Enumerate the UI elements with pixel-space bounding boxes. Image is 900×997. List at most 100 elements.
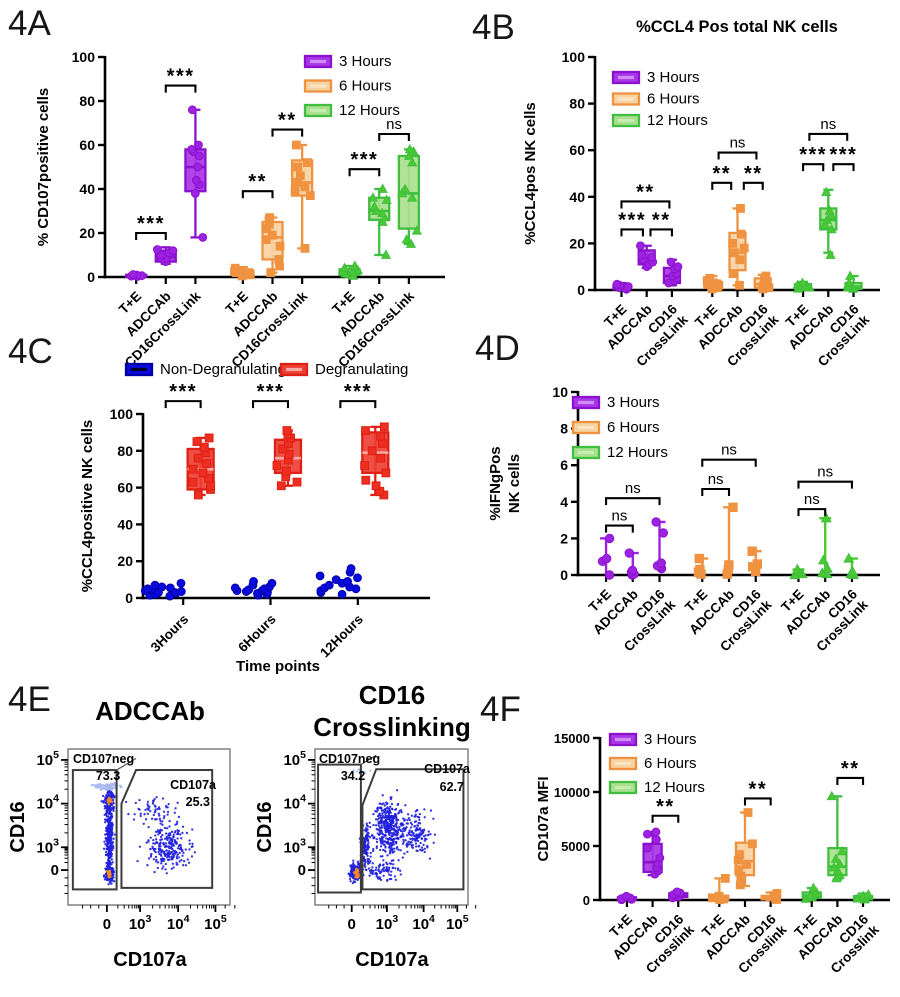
scatter-dot xyxy=(111,849,114,852)
scatter-dot xyxy=(394,814,397,817)
y-tick-label: 80 xyxy=(569,96,585,112)
scatter-dot xyxy=(147,825,150,829)
box-group xyxy=(842,270,863,293)
data-point xyxy=(361,426,370,435)
scatter-dot xyxy=(168,825,171,828)
scatter-dot xyxy=(352,859,355,862)
scatter-dot xyxy=(157,833,160,836)
scatter-dot xyxy=(104,802,108,805)
data-point xyxy=(694,553,704,564)
scatter-dot xyxy=(379,806,383,809)
scatter-dot xyxy=(108,813,111,816)
scatter-dot xyxy=(161,850,165,853)
box-group xyxy=(819,186,838,259)
box-group xyxy=(707,874,730,905)
y-tick-label: 0 xyxy=(583,893,590,908)
scatter-dot xyxy=(372,849,375,853)
data-point xyxy=(407,192,418,202)
scatter-dot xyxy=(380,817,383,820)
y-tick-label: 0 xyxy=(560,567,568,583)
scatter-dot xyxy=(153,804,157,807)
significance-label: ** xyxy=(656,796,675,818)
scatter-dot xyxy=(390,859,393,862)
scatter-dot xyxy=(349,880,352,883)
data-point xyxy=(819,219,831,229)
scatter-dot xyxy=(382,811,386,814)
scatter-dot xyxy=(418,848,422,851)
data-point xyxy=(643,829,652,839)
scatter-dot xyxy=(176,847,180,850)
data-point xyxy=(656,558,666,568)
legend-label: Non-Degranulating xyxy=(160,361,286,378)
scatter-dot xyxy=(106,846,110,849)
scatter-dot xyxy=(108,869,111,873)
significance-label: ns xyxy=(708,471,724,488)
scatter-dot xyxy=(377,876,380,879)
scatter-dot xyxy=(357,864,360,867)
box-group xyxy=(636,241,658,272)
scatter-dot xyxy=(423,839,426,842)
data-point xyxy=(820,512,832,523)
scatter-dot xyxy=(379,871,382,875)
scatter-dot xyxy=(103,840,106,843)
scatter-dot xyxy=(161,833,164,837)
scatter-dot xyxy=(384,845,387,848)
scatter-dot xyxy=(158,807,161,811)
scatter-dot xyxy=(138,808,141,811)
scatter-dot xyxy=(406,813,410,816)
significance-label: ns xyxy=(817,464,833,481)
data-point xyxy=(276,481,286,491)
scatter-dot xyxy=(149,809,152,813)
data-point xyxy=(168,246,178,256)
scatter-dot xyxy=(407,833,410,836)
legend-label: 3 Hours xyxy=(607,394,660,411)
y-tick-label: 2 xyxy=(560,530,568,546)
y-axis-label: CD107a MFI xyxy=(535,776,552,861)
flow-plot: ADCCAb CD107neg 73.3 CD107a 25.3 0 103 104 105 0 1… xyxy=(7,696,236,971)
scatter-dot xyxy=(110,853,113,856)
scatter-dot xyxy=(113,783,117,787)
scatter-dot xyxy=(103,821,107,824)
scatter-dot xyxy=(124,800,128,804)
scatter-dot xyxy=(108,822,111,826)
scatter-dot xyxy=(110,821,114,824)
scatter-dot xyxy=(138,845,142,848)
scatter-dot xyxy=(372,823,375,827)
scatter-dot xyxy=(385,830,388,834)
data-point xyxy=(601,553,612,564)
data-point xyxy=(267,230,277,240)
scatter-dot xyxy=(180,837,183,840)
scatter-dot xyxy=(354,875,357,879)
scatter-dot xyxy=(364,851,368,854)
scatter-dot xyxy=(388,810,391,813)
scatter-dot xyxy=(401,832,404,836)
x-axis-label: CD107a xyxy=(113,949,187,971)
scatter-dot xyxy=(386,809,389,813)
scatter-dot xyxy=(171,838,174,841)
y-tick-label: 103 xyxy=(36,836,59,856)
scatter-dot xyxy=(353,880,357,884)
y-tick-label: 20 xyxy=(117,553,133,569)
scatter-dot xyxy=(352,863,356,867)
box-group xyxy=(747,546,763,577)
y-tick-label: 100 xyxy=(72,49,96,65)
scatter-dot xyxy=(396,832,399,836)
scatter-dot xyxy=(351,867,355,870)
scatter-dot xyxy=(164,868,167,871)
scatter-dot xyxy=(164,842,168,845)
box-group xyxy=(616,891,638,905)
data-point xyxy=(206,481,216,491)
scatter-dot xyxy=(147,807,150,810)
scatter-dot xyxy=(108,856,111,860)
scatter-dot xyxy=(409,837,412,841)
scatter-dot xyxy=(422,835,426,838)
scatter-dot xyxy=(395,789,399,792)
scatter-dot xyxy=(423,816,426,819)
scatter-dot xyxy=(388,852,392,855)
scatter-dot xyxy=(387,870,390,873)
box-group xyxy=(272,426,303,491)
scatter-dot xyxy=(379,819,383,822)
panel-4d: 4D 0 2 4 6 8 10 %IFNgPos NK cells T+E ADCCAb CD16C… xyxy=(450,325,900,675)
